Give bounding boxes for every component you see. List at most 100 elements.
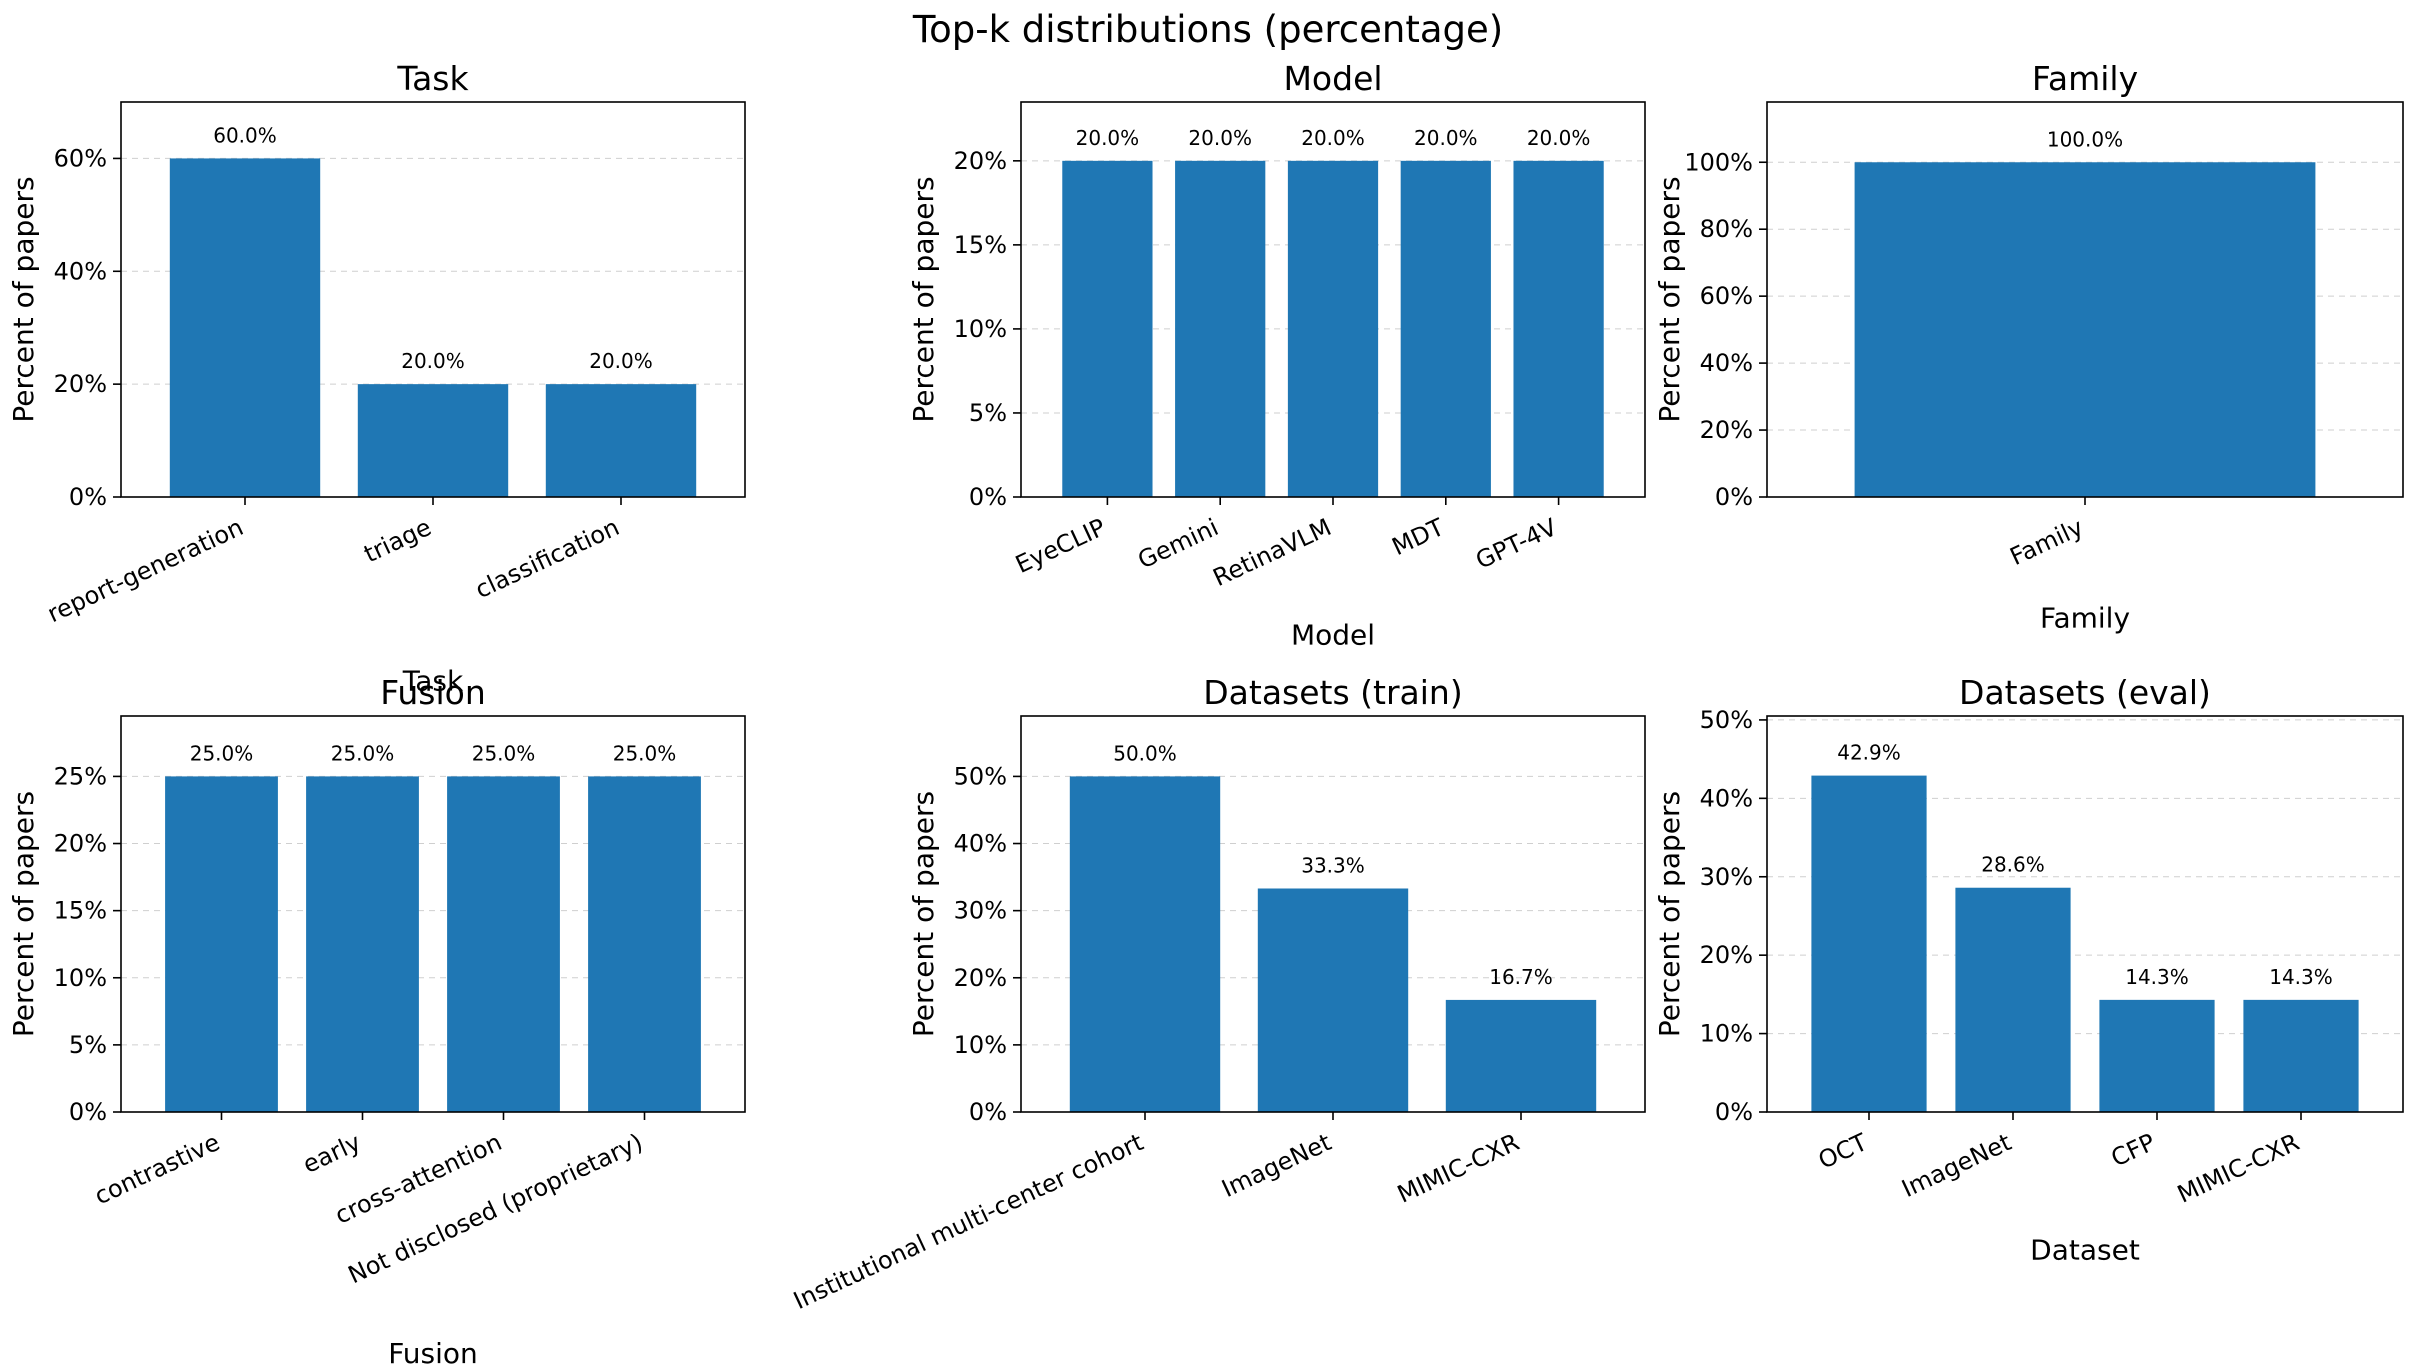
bar bbox=[1400, 160, 1491, 498]
y-tick-label: 5% bbox=[69, 1031, 107, 1059]
bar bbox=[165, 776, 278, 1112]
y-tick-label: 20% bbox=[54, 830, 107, 858]
bar bbox=[1854, 162, 2316, 497]
bar-value-label: 42.9% bbox=[1837, 741, 1901, 765]
y-axis-label: Percent of papers bbox=[1653, 176, 1686, 422]
y-tick-label: 0% bbox=[969, 1098, 1007, 1126]
bar-value-label: 20.0% bbox=[1414, 126, 1478, 150]
plot-frame bbox=[1020, 101, 1646, 498]
plot-frame bbox=[120, 715, 746, 1113]
bar-value-label: 100.0% bbox=[2047, 127, 2123, 151]
y-tick-label: 0% bbox=[69, 1098, 107, 1126]
x-axis-label: Fusion bbox=[388, 1337, 478, 1367]
chart-panel-1: 20.0%EyeCLIP20.0%Gemini20.0%RetinaVLM20.… bbox=[907, 59, 1646, 652]
bar bbox=[1445, 999, 1597, 1112]
panel-title: Model bbox=[1283, 59, 1382, 98]
y-tick-label: 40% bbox=[1700, 784, 1753, 812]
y-tick-label: 40% bbox=[1700, 349, 1753, 377]
y-tick-label: 25% bbox=[54, 762, 107, 790]
figure-suptitle: Top-k distributions (percentage) bbox=[912, 8, 1503, 51]
y-tick-label: 60% bbox=[54, 144, 107, 172]
panel-title: Task bbox=[396, 59, 469, 98]
x-axis-label: Model bbox=[1291, 619, 1375, 652]
plot-frame bbox=[1766, 715, 2404, 1113]
y-tick-label: 40% bbox=[54, 257, 107, 285]
x-axis-label: Family bbox=[2040, 601, 2130, 634]
bar-value-label: 25.0% bbox=[190, 741, 254, 765]
y-tick-label: 0% bbox=[1715, 1098, 1753, 1126]
bar-value-label: 14.3% bbox=[2125, 965, 2189, 989]
bar-value-label: 28.6% bbox=[1981, 853, 2045, 877]
panel-title: Datasets (eval) bbox=[1959, 673, 2211, 712]
x-axis-label: Dataset bbox=[2030, 1234, 2140, 1267]
y-tick-label: 100% bbox=[1684, 148, 1753, 176]
bar-value-label: 20.0% bbox=[1527, 126, 1591, 150]
bar-value-label: 20.0% bbox=[1188, 126, 1252, 150]
y-tick-label: 40% bbox=[954, 830, 1007, 858]
bar bbox=[1257, 888, 1409, 1112]
y-axis-label: Percent of papers bbox=[907, 176, 940, 422]
y-axis-label: Percent of papers bbox=[7, 176, 40, 422]
y-tick-label: 20% bbox=[1700, 941, 1753, 969]
x-axis-label: Task bbox=[402, 665, 464, 698]
bar bbox=[306, 776, 419, 1112]
bar bbox=[447, 776, 560, 1112]
bar bbox=[2243, 999, 2359, 1112]
y-tick-label: 0% bbox=[69, 483, 107, 511]
y-tick-label: 20% bbox=[954, 964, 1007, 992]
subplot-grid: 60.0%report-generation20.0%triage20.0%cl… bbox=[7, 59, 2404, 1367]
bar bbox=[588, 776, 701, 1112]
plot-frame bbox=[1020, 715, 1646, 1113]
y-tick-label: 0% bbox=[1715, 483, 1753, 511]
bar bbox=[1069, 776, 1221, 1112]
y-tick-label: 10% bbox=[954, 1031, 1007, 1059]
bar-value-label: 20.0% bbox=[589, 349, 653, 373]
bar-value-label: 60.0% bbox=[213, 123, 277, 147]
bar bbox=[1955, 887, 2071, 1112]
plot-frame bbox=[1766, 101, 2404, 498]
bar-value-label: 25.0% bbox=[472, 741, 536, 765]
bar-value-label: 33.3% bbox=[1301, 853, 1365, 877]
bar-value-label: 16.7% bbox=[1489, 965, 1553, 989]
y-axis-label: Percent of papers bbox=[907, 791, 940, 1037]
y-tick-label: 30% bbox=[1700, 863, 1753, 891]
bar-value-label: 20.0% bbox=[401, 349, 465, 373]
bar bbox=[1811, 775, 1927, 1112]
y-tick-label: 60% bbox=[1700, 282, 1753, 310]
bar bbox=[169, 158, 321, 497]
panel-title: Family bbox=[2032, 59, 2138, 98]
y-tick-label: 20% bbox=[1700, 416, 1753, 444]
y-tick-label: 10% bbox=[54, 964, 107, 992]
y-axis-label: Percent of papers bbox=[7, 791, 40, 1037]
bar-value-label: 25.0% bbox=[331, 741, 395, 765]
plot-frame bbox=[120, 101, 746, 498]
bar-value-label: 25.0% bbox=[613, 741, 677, 765]
bar bbox=[1175, 160, 1266, 498]
y-tick-label: 15% bbox=[954, 231, 1007, 259]
y-tick-label: 50% bbox=[1700, 706, 1753, 734]
y-axis-label: Percent of papers bbox=[1653, 791, 1686, 1037]
chart-panel-2: 100.0% Family 0% 20% 40% 60% 80% 100% Family Perc… bbox=[1653, 59, 2404, 634]
bar bbox=[357, 384, 509, 497]
bar-value-label: 20.0% bbox=[1076, 126, 1140, 150]
y-tick-label: 10% bbox=[954, 315, 1007, 343]
y-tick-label: 5% bbox=[969, 399, 1007, 427]
panel-title: Fusion bbox=[380, 673, 486, 712]
y-tick-label: 15% bbox=[54, 897, 107, 925]
bar-value-label: 14.3% bbox=[2269, 965, 2333, 989]
y-tick-label: 20% bbox=[954, 147, 1007, 175]
bar-value-label: 20.0% bbox=[1301, 126, 1365, 150]
bar bbox=[1287, 160, 1379, 498]
bar bbox=[545, 384, 697, 497]
y-tick-label: 50% bbox=[954, 762, 1007, 790]
bar bbox=[1513, 160, 1604, 498]
y-tick-label: 0% bbox=[969, 483, 1007, 511]
panel-title: Datasets (train) bbox=[1203, 673, 1462, 712]
y-tick-label: 80% bbox=[1700, 215, 1753, 243]
bar-value-label: 50.0% bbox=[1113, 741, 1177, 765]
bar bbox=[1062, 160, 1153, 498]
bar bbox=[2099, 999, 2215, 1112]
y-tick-label: 20% bbox=[54, 370, 107, 398]
y-tick-label: 30% bbox=[954, 897, 1007, 925]
